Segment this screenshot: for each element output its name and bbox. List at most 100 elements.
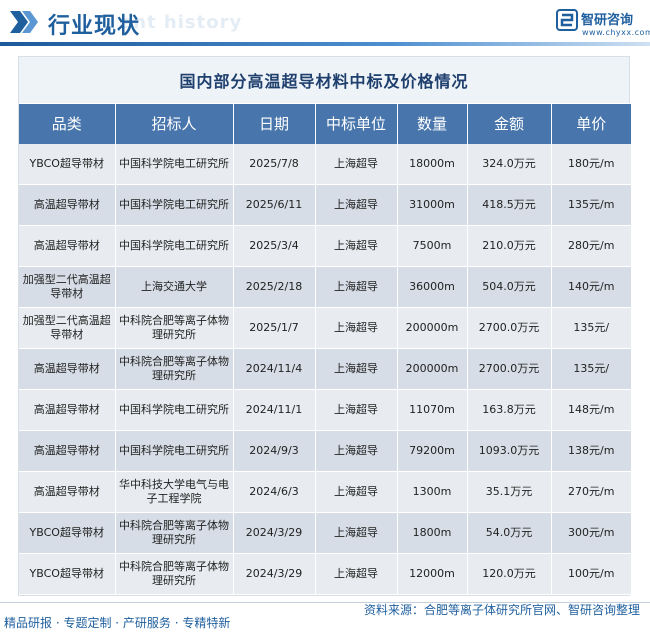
cell-tenderer: 华中科技大学电气与电子工程学院 (115, 471, 234, 513)
cell-category: 加强型二代高温超导带材 (19, 307, 116, 349)
cell-quantity: 200000m (397, 348, 468, 390)
cell-date: 2025/2/18 (233, 266, 316, 308)
column-header-winner: 中标单位 (315, 103, 398, 144)
cell-winner: 上海超导 (315, 430, 398, 472)
cell-amount: 210.0万元 (467, 225, 552, 267)
table-row: 高温超导带材 中国科学院电工研究所 2025/3/4 上海超导 7500m 210.0万元… (19, 225, 631, 267)
cell-winner: 上海超导 (315, 266, 398, 308)
cell-unit-price: 100元/m (551, 553, 631, 595)
cell-tenderer: 中国科学院电工研究所 (115, 143, 234, 185)
cell-tenderer: 中科院合肥等离子体物理研究所 (115, 307, 234, 349)
cell-quantity: 31000m (397, 184, 468, 226)
table-row: 高温超导带材 中国科学院电工研究所 2024/11/1 上海超导 11070m 163.8… (19, 389, 631, 431)
cell-quantity: 1800m (397, 512, 468, 554)
table-row: 高温超导带材 华中科技大学电气与电子工程学院 2024/6/3 上海超导 1300m 35… (19, 471, 631, 513)
cell-winner: 上海超导 (315, 512, 398, 554)
header-divider (0, 42, 650, 46)
cell-date: 2024/9/3 (233, 430, 316, 472)
cell-tenderer: 上海交通大学 (115, 266, 234, 308)
cell-date: 2025/3/4 (233, 225, 316, 267)
cell-winner: 上海超导 (315, 389, 398, 431)
cell-amount: 1093.0万元 (467, 430, 552, 472)
cell-winner: 上海超导 (315, 348, 398, 390)
cell-winner: 上海超导 (315, 471, 398, 513)
cell-tenderer: 中国科学院电工研究所 (115, 184, 234, 226)
cell-quantity: 36000m (397, 266, 468, 308)
footer-divider (0, 602, 650, 603)
table-row: YBCO超导带材 中科院合肥等离子体物理研究所 2024/3/29 上海超导 1800m… (19, 512, 631, 554)
cell-tenderer: 中科院合肥等离子体物理研究所 (115, 553, 234, 595)
cell-unit-price: 135元/ (551, 348, 631, 390)
header-watermark: ent history (120, 12, 243, 33)
column-header-amount: 金额 (467, 103, 552, 144)
table-row: 加强型二代高温超导带材 上海交通大学 2025/2/18 上海超导 36000m 504.… (19, 266, 631, 308)
cell-date: 2024/11/4 (233, 348, 316, 390)
brand-url: www.chyxx.com (582, 28, 650, 37)
cell-category: 高温超导带材 (19, 389, 116, 431)
cell-amount: 2700.0万元 (467, 348, 552, 390)
cell-quantity: 11070m (397, 389, 468, 431)
page-title: 行业现状 (48, 14, 141, 39)
cell-unit-price: 135元/ (551, 307, 631, 349)
cell-amount: 504.0万元 (467, 266, 552, 308)
cell-date: 2024/3/29 (233, 512, 316, 554)
cell-unit-price: 140元/m (551, 266, 631, 308)
cell-tenderer: 中国科学院电工研究所 (115, 430, 234, 472)
cell-amount: 35.1万元 (467, 471, 552, 513)
column-header-unit-price: 单价 (551, 103, 631, 144)
cell-tenderer: 中国科学院电工研究所 (115, 225, 234, 267)
brand-logo-icon (556, 9, 578, 31)
cell-category: 高温超导带材 (19, 430, 116, 472)
table-header-row: 品类 招标人 日期 中标单位 数量 金额 单价 (19, 103, 631, 144)
cell-date: 2025/1/7 (233, 307, 316, 349)
brand-name: 智研咨询 (581, 13, 634, 28)
cell-category: 高温超导带材 (19, 184, 116, 226)
source-note: 资料来源：合肥等离子体研究所官网、智研咨询整理 (363, 603, 640, 617)
table-row: YBCO超导带材 中科院合肥等离子体物理研究所 2024/3/29 上海超导 12000… (19, 553, 631, 595)
cell-quantity: 7500m (397, 225, 468, 267)
cell-quantity: 200000m (397, 307, 468, 349)
table-panel: 国内部分高温超导材料中标及价格情况 品类 招标人 日期 中标单位 数量 金额 单… (18, 56, 631, 596)
cell-date: 2025/7/8 (233, 143, 316, 185)
cell-unit-price: 180元/m (551, 143, 631, 185)
column-header-quantity: 数量 (397, 103, 468, 144)
cell-category: YBCO超导带材 (19, 553, 116, 595)
cell-unit-price: 135元/m (551, 184, 631, 226)
cell-category: 高温超导带材 (19, 348, 116, 390)
table-row: YBCO超导带材 中国科学院电工研究所 2025/7/8 上海超导 18000m 324.… (19, 143, 631, 185)
cell-date: 2024/6/3 (233, 471, 316, 513)
cell-amount: 418.5万元 (467, 184, 552, 226)
table-row: 高温超导带材 中国科学院电工研究所 2024/9/3 上海超导 79200m 1093.0… (19, 430, 631, 472)
column-header-date: 日期 (233, 103, 316, 144)
column-header-category: 品类 (19, 103, 116, 144)
cell-unit-price: 148元/m (551, 389, 631, 431)
cell-winner: 上海超导 (315, 143, 398, 185)
cell-quantity: 12000m (397, 553, 468, 595)
cell-amount: 2700.0万元 (467, 307, 552, 349)
cell-category: 加强型二代高温超导带材 (19, 266, 116, 308)
cell-amount: 120.0万元 (467, 553, 552, 595)
cell-amount: 324.0万元 (467, 143, 552, 185)
cell-unit-price: 270元/m (551, 471, 631, 513)
table-caption: 国内部分高温超导材料中标及价格情况 (19, 57, 629, 103)
cell-winner: 上海超导 (315, 225, 398, 267)
cell-unit-price: 300元/m (551, 512, 631, 554)
cell-quantity: 79200m (397, 430, 468, 472)
cell-category: YBCO超导带材 (19, 143, 116, 185)
cell-tenderer: 中科院合肥等离子体物理研究所 (115, 348, 234, 390)
cell-winner: 上海超导 (315, 553, 398, 595)
cell-tenderer: 中国科学院电工研究所 (115, 389, 234, 431)
price-table: 品类 招标人 日期 中标单位 数量 金额 单价 YBCO超导带材 中国科学院电工研… (19, 103, 631, 595)
cell-category: 高温超导带材 (19, 225, 116, 267)
cell-date: 2024/11/1 (233, 389, 316, 431)
cell-category: 高温超导带材 (19, 471, 116, 513)
cell-date: 2025/6/11 (233, 184, 316, 226)
table-row: 高温超导带材 中科院合肥等离子体物理研究所 2024/11/4 上海超导 200000m… (19, 348, 631, 390)
cell-quantity: 1300m (397, 471, 468, 513)
column-header-tenderer: 招标人 (115, 103, 234, 144)
table-row: 加强型二代高温超导带材 中科院合肥等离子体物理研究所 2025/1/7 上海超导 200… (19, 307, 631, 349)
cell-winner: 上海超导 (315, 307, 398, 349)
cell-winner: 上海超导 (315, 184, 398, 226)
cell-amount: 54.0万元 (467, 512, 552, 554)
cell-unit-price: 280元/m (551, 225, 631, 267)
